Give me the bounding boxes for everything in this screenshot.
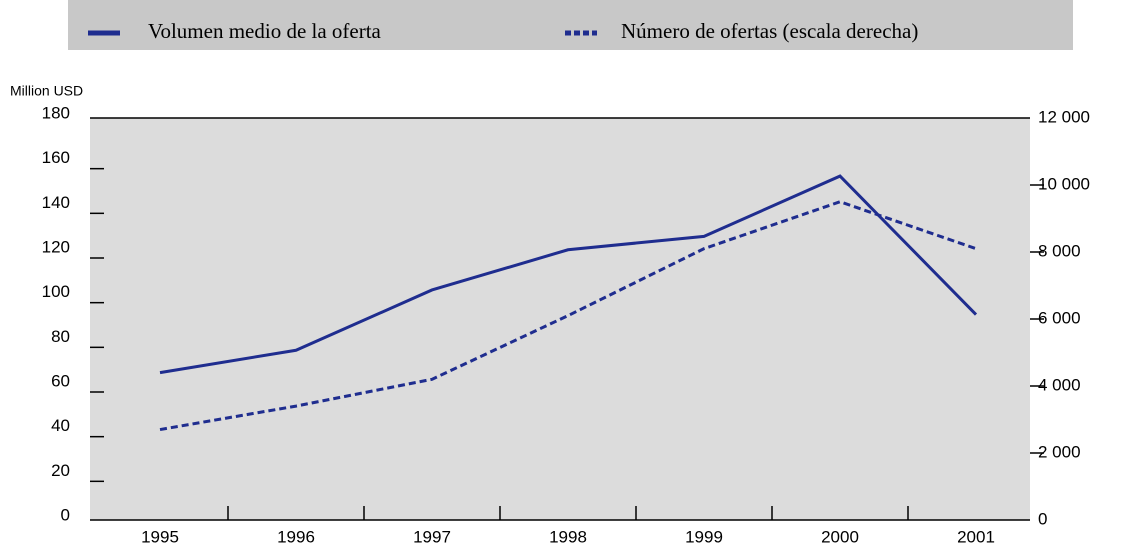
legend-label: Volumen medio de la oferta — [148, 19, 382, 43]
x-tick-label: 1999 — [685, 527, 723, 546]
x-tick-label: 1995 — [141, 527, 179, 546]
y2-tick-label: 4 000 — [1038, 375, 1081, 394]
y-tick-label: 140 — [42, 193, 70, 212]
y-tick-label: 100 — [42, 282, 70, 301]
y2-tick-label: 12 000 — [1038, 107, 1090, 126]
y-tick-label: 80 — [51, 327, 70, 346]
y-tick-label: 0 — [61, 505, 70, 524]
y-tick-label: 180 — [42, 103, 70, 122]
x-tick-label: 2001 — [957, 527, 995, 546]
y-axis-label: Million USD — [10, 83, 83, 99]
x-tick-label: 2000 — [821, 527, 859, 546]
legend-label: Número de ofertas (escala derecha) — [621, 19, 918, 43]
legend-box — [68, 0, 1073, 50]
y2-tick-label: 10 000 — [1038, 174, 1090, 193]
line-series — [159, 174, 978, 375]
x-tick-label: 1998 — [549, 527, 587, 546]
y-tick-label: 60 — [51, 371, 70, 390]
y-tick-label: 20 — [51, 461, 70, 480]
line-series — [159, 200, 977, 432]
y2-tick-label: 6 000 — [1038, 308, 1081, 327]
y-tick-label: 120 — [42, 237, 70, 256]
y-tick-label: 160 — [42, 148, 70, 167]
y-tick-label: 40 — [51, 416, 70, 435]
y2-tick-label: 2 000 — [1038, 442, 1081, 461]
x-tick-label: 1997 — [413, 527, 451, 546]
y2-tick-label: 8 000 — [1038, 241, 1081, 260]
y2-tick-label: 0 — [1038, 509, 1047, 528]
x-tick-label: 1996 — [277, 527, 315, 546]
